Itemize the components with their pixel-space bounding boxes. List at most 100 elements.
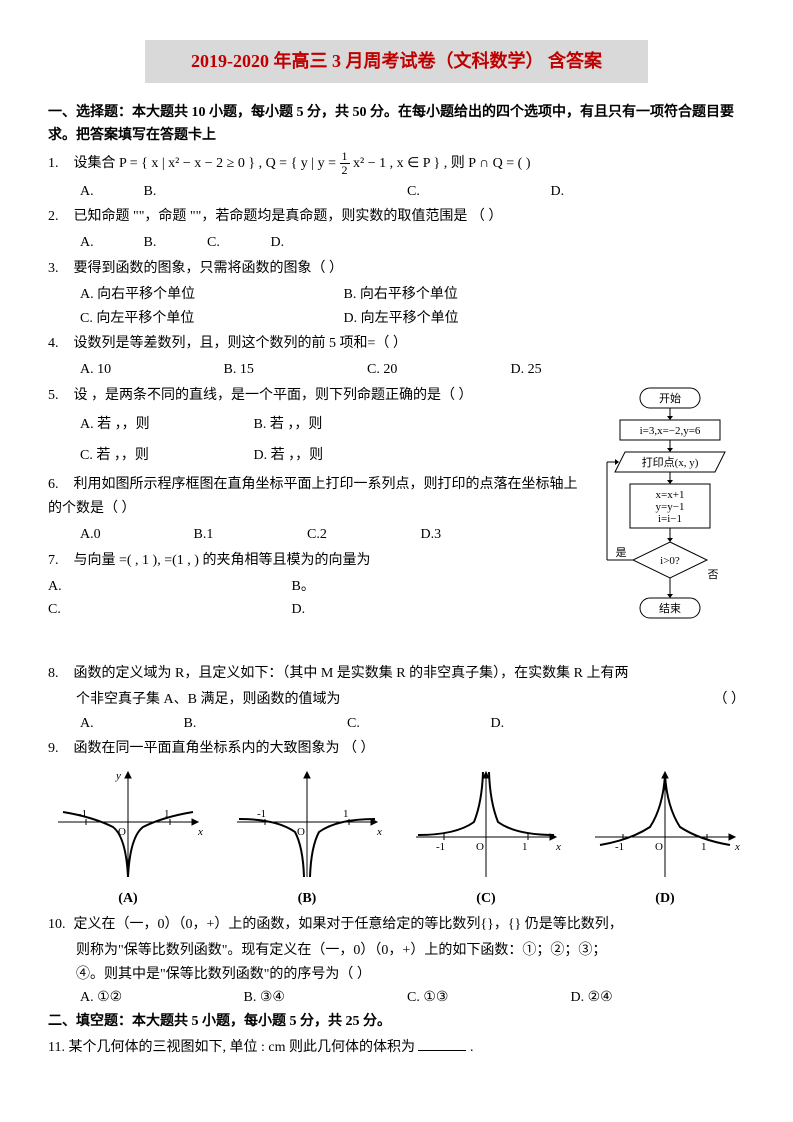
q4: 4. 设数列是等差数列，且，则这个数列的前 5 项和=（ ） [48,332,745,356]
q1-frac: 1 2 [340,150,350,177]
q1-frac-num: 1 [340,150,350,164]
q9-graph-C: x O -1 1 (C) [406,767,566,911]
svg-text:1: 1 [701,841,707,853]
q10-optA: A. ①② [80,986,240,1010]
svg-text:-1: -1 [615,841,624,853]
q7-optD: D. [292,602,306,617]
q11-blank [418,1036,466,1051]
q10-stem3: ④。则其中是"保等比数列函数"的的序号为（ ） [48,963,745,987]
q6-optA: A.0 [80,523,190,547]
fc-no: 否 [708,569,719,581]
q7-optA: A. [48,575,288,599]
q9: 9. 函数在同一平面直角坐标系内的大致图象为 （ ） [48,737,745,761]
q6-optC: C.2 [307,523,417,547]
q8-stem1: 函数的定义域为 R，且定义如下：（其中 M 是实数集 R 的非空真子集），在实数… [74,666,629,681]
q2-options: A. B. C. D. [48,231,745,255]
fc-print: 打印点(x, y) [642,455,699,469]
q5-stem: 设 ，是两条不同的直线，是一个平面，则下列命题正确的是（ ） [74,388,473,403]
q4-stem: 设数列是等差数列，且，则这个数列的前 5 项和=（ ） [74,336,407,351]
q9-label-C: (C) [406,887,566,911]
q3-optC: C. 向左平移个单位 [80,307,340,331]
q8-num: 8. [48,662,70,686]
fc-start: 开始 [659,391,681,405]
q2: 2. 已知命题 ""，命题 ""，若命题均是真命题，则实数的取值范围是 （ ） [48,205,745,229]
q7-num: 7. [48,549,70,573]
q1-optD: D. [551,180,611,204]
q2-optA: A. [80,231,140,255]
fc-step2: y=y−1 [656,501,685,513]
q5-num: 5. [48,384,70,408]
q8-optA: A. [80,712,180,736]
q9-label-B: (B) [227,887,387,911]
q4-num: 4. [48,332,70,356]
q9-graph-D: x O -1 1 (D) [585,767,745,911]
section2-heading: 二、填空题：本大题共 5 小题，每小题 5 分，共 25 分。 [48,1010,745,1034]
q9-graph-A: x y O -1 1 (A) [48,767,208,911]
q7-stem: 与向量 =( , 1 ), =(1 , ) 的夹角相等且模为的向量为 [74,553,371,568]
q1-optB: B. [144,180,404,204]
svg-text:1: 1 [522,841,528,853]
q3: 3. 要得到函数的图象，只需将函数的图象（ ） [48,257,745,281]
q2-num: 2. [48,205,70,229]
q10-optD: D. ②④ [571,986,711,1010]
svg-text:x: x [734,841,740,853]
svg-text:-1: -1 [78,808,87,820]
q6-num: 6. [48,473,70,497]
fc-step1: x=x+1 [656,489,685,501]
q8-tail: （ ） [714,688,746,712]
q10-options: A. ①② B. ③④ C. ①③ D. ②④ [48,986,745,1010]
q3-options: A. 向右平移个单位 B. 向右平移个单位 C. 向左平移个单位 D. 向左平移… [48,283,745,331]
q6-optD: D.3 [421,523,531,547]
q6-stem: 利用如图所示程序框图在直角坐标平面上打印一系列点，则打印的点落在坐标轴上的个数是… [48,477,578,516]
q10: 10. 定义在（一，0）（0，+）上的函数，如果对于任意给定的等比数列{}，{}… [48,913,745,937]
q3-optA: A. 向右平移个单位 [80,283,340,307]
q10-optC: C. ①③ [407,986,567,1010]
q8-options: A. B. C. D. [48,712,745,736]
svg-text:x: x [197,826,203,838]
q8-optB: B. [184,712,344,736]
fc-init: i=3,x=−2,y=6 [640,425,701,437]
svg-text:-1: -1 [436,841,445,853]
q3-optD: D. 向左平移个单位 [344,307,604,331]
flowchart-svg: 开始 i=3,x=−2,y=6 打印点(x, y) x=x+1 y=y−1 i=… [595,386,745,656]
q10-stem2: 则称为"保等比数列函数"。现有定义在（一，0）（0，+）上的如下函数：①；②；③… [48,939,745,963]
q7-optC: C. [48,598,288,622]
q1-num: 1. [48,152,70,176]
q1: 1. 设集合 P = { x | x² − x − 2 ≥ 0 } , Q = … [48,150,745,177]
q8-optD: D. [491,712,505,736]
q10-num: 10. [48,913,70,937]
q2-optB: B. [144,231,204,255]
flowchart: 开始 i=3,x=−2,y=6 打印点(x, y) x=x+1 y=y−1 i=… [595,386,745,656]
q3-stem: 要得到函数的图象，只需将函数的图象（ ） [74,261,344,276]
svg-text:y: y [115,770,121,782]
page-title: 2019-2020 年高三 3 月周考试卷（文科数学） 含答案 [145,40,649,83]
q5-optD: D. 若 ，，则 [254,441,424,472]
svg-text:-1: -1 [257,808,266,820]
q6-optB: B.1 [194,523,304,547]
q8-stem2: 个非空真子集 A、B 满足，则函数的值域为 [76,692,340,707]
q5-optA: A. 若 ，，则 [80,410,250,441]
q1-expr: P = { x | x² − x − 2 ≥ 0 } , Q = { y | y… [119,156,340,171]
fc-step3: i=i−1 [658,513,682,525]
q11-num: 11. [48,1040,65,1055]
q5-optC: C. 若 ，，则 [80,441,250,472]
q8-line2: 个非空真子集 A、B 满足，则函数的值域为 （ ） [48,688,745,712]
q1-expr-tail: x² − 1 , x ∈ P } , 则 P ∩ Q = ( ) [353,156,530,171]
fc-yes: 是 [616,546,627,559]
q3-num: 3. [48,257,70,281]
q1-stem-a: 设集合 [74,156,120,171]
q7-optB: B。 [292,579,315,594]
q1-optC: C. [407,180,547,204]
q11: 11. 某个几何体的三视图如下, 单位 : cm 则此几何体的体积为 . [48,1036,745,1060]
q9-label-D: (D) [585,887,745,911]
fc-cond: i>0? [660,555,680,567]
q9-stem: 函数在同一平面直角坐标系内的大致图象为 （ ） [74,741,375,756]
q10-stem1: 定义在（一，0）（0，+）上的函数，如果对于任意给定的等比数列{}，{} 仍是等… [74,917,623,932]
svg-text:x: x [376,826,382,838]
q4-options: A. 10 B. 15 C. 20 D. 25 [48,358,745,382]
q9-label-A: (A) [48,887,208,911]
q9-graph-B: x O -1 1 (B) [227,767,387,911]
svg-text:1: 1 [343,808,349,820]
q4-optA: A. 10 [80,358,220,382]
q10-optB: B. ③④ [244,986,404,1010]
